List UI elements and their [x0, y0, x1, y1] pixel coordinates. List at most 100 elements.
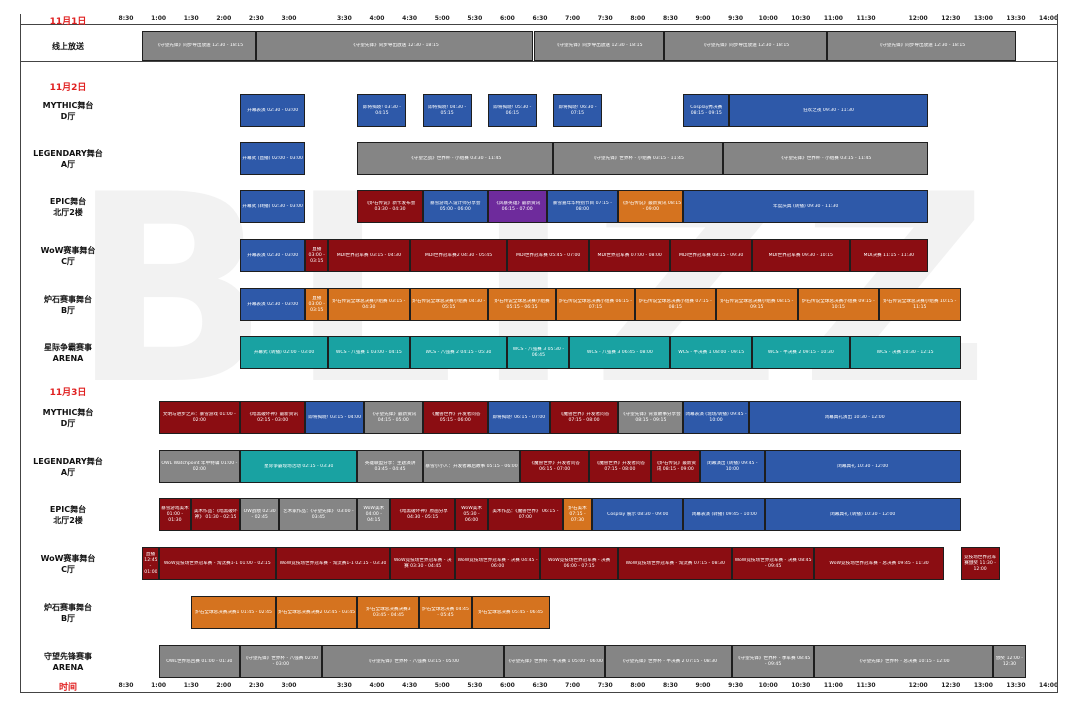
schedule-block[interactable]: 即将揭晓! 03:30 - 04:15 — [357, 94, 407, 127]
schedule-block[interactable]: 《暗黑破坏神》原画分享 04:30 - 05:15 — [390, 498, 456, 531]
schedule-block[interactable]: 《魔兽世界》开发者问答 06:15 - 07:00 — [520, 450, 589, 483]
schedule-block[interactable]: WCS - 半决赛 2 09:15 - 10:30 — [751, 336, 850, 369]
schedule-block[interactable]: 《守望先锋》背景故事分享会 08:15 - 09:15 — [618, 401, 684, 434]
schedule-block[interactable]: 直播 03:00 - 03:15 — [305, 239, 329, 272]
schedule-block[interactable]: 即将揭晓! 03:15 - 04:00 — [305, 401, 364, 434]
schedule-block[interactable]: 颁奖 12:00 - 12:30 — [993, 645, 1026, 678]
schedule-block[interactable]: MDI世界冠军赛 03:15 - 04:30 — [328, 239, 410, 272]
schedule-block[interactable]: 竞技场世界冠军赛颁奖 11:30 - 12:00 — [960, 547, 1000, 580]
schedule-block[interactable]: 直播 12:45 - 01:00 — [142, 547, 159, 580]
schedule-block[interactable]: 炉石全球总决赛决赛2 02:45 - 03:45 — [275, 596, 358, 629]
schedule-block[interactable]: 文明与进步之声：暴雪游戏 01:00 - 02:00 — [158, 401, 241, 434]
schedule-block[interactable]: 闭幕典礼 (转播) 10:30 - 12:00 — [764, 498, 961, 531]
schedule-block[interactable]: 暴雪游戏人设计师分享会 05:00 - 06:00 — [422, 190, 488, 223]
schedule-block[interactable]: OW战绩 02:30 - 02:45 — [240, 498, 280, 531]
schedule-block[interactable]: 《守望先锋》世界杯 - 半决赛 2 07:15 - 08:30 — [605, 645, 733, 678]
schedule-block[interactable]: 《守望先锋》同步导出放送 12:30 - 18:15 — [663, 31, 827, 61]
schedule-block[interactable]: Cosplay秀决赛 08:15 - 09:15 — [683, 94, 730, 127]
schedule-block[interactable]: 开幕式 (转播) 02:00 - 03:00 — [240, 336, 329, 369]
schedule-block[interactable]: 《魔兽世界》开发者问答 07:15 - 08:00 — [549, 401, 619, 434]
schedule-block[interactable]: 《守望先锋》世界杯 - 小组赛 03:15 - 11:45 — [722, 142, 928, 175]
schedule-block[interactable]: 美术作品：《暗黑破坏神》 01:30 - 02:15 — [191, 498, 241, 531]
schedule-block[interactable]: 开幕表演 02:30 - 03:00 — [240, 239, 306, 272]
schedule-block[interactable]: WoW竞技场世界冠军赛 - 决赛 03:30 - 04:45 — [390, 547, 456, 580]
schedule-block[interactable]: WCS - 八强赛 1 03:00 - 04:15 — [328, 336, 410, 369]
schedule-block[interactable]: WoW竞技场世界冠军赛 - 淘汰赛1-1 02:15 - 03:30 — [275, 547, 391, 580]
schedule-block[interactable]: 艺术家作品：《守望先锋》 03:00 - 03:45 — [279, 498, 358, 531]
schedule-block[interactable]: 《风暴英雄》最新资讯 06:15 - 07:00 — [487, 190, 547, 223]
schedule-block[interactable]: WoW竞技场世界冠军赛 - 决赛 04:45 - 06:00 — [455, 547, 540, 580]
schedule-block[interactable]: 《守望先锋》同步导出放送 12:30 - 18:15 — [256, 31, 534, 61]
schedule-block[interactable]: 《守望先锋》世界杯 - 八强赛 03:15 - 05:00 — [321, 645, 505, 678]
schedule-block[interactable]: MDI世界冠军赛 08:15 - 09:30 — [670, 239, 752, 272]
schedule-block[interactable]: 《暗黑破坏神》最新资讯 02:15 - 03:00 — [240, 401, 306, 434]
schedule-block[interactable]: 英雄联盟分享：主题演讲 03:45 - 04:45 — [357, 450, 423, 483]
schedule-block[interactable]: 开幕表演 02:30 - 03:00 — [240, 288, 306, 321]
schedule-block[interactable]: 开幕式 (转播) 02:30 - 03:00 — [240, 190, 306, 223]
schedule-block[interactable]: 炉石传说全球总决赛小组赛 05:15 - 06:15 — [487, 288, 557, 321]
schedule-block[interactable]: 炉石传说全球总决赛小组赛 08:15 - 09:15 — [716, 288, 798, 321]
schedule-block[interactable]: WCS - 八强赛 3 06:45 - 08:00 — [569, 336, 671, 369]
schedule-block[interactable]: 即将揭晓! 05:30 - 06:15 — [487, 94, 537, 127]
schedule-block[interactable]: Cosplay 展示 08:30 - 09:00 — [592, 498, 684, 531]
schedule-block[interactable]: 《守望先锋》同步导出放送 12:30 - 18:15 — [142, 31, 257, 61]
schedule-block[interactable]: 暴雪小小人：开发者幕后故事 05:15 - 06:00 — [422, 450, 521, 483]
schedule-block[interactable]: WoW竞技场世界冠军赛 - 淘汰赛 07:15 - 08:30 — [618, 547, 733, 580]
schedule-block[interactable]: 即将揭晓! 06:15 - 07:00 — [487, 401, 550, 434]
schedule-block[interactable]: 《守望先锋》同步导出放送 12:30 - 18:15 — [533, 31, 664, 61]
schedule-block[interactable]: 暴雪嘉年华特别节目 07:15 - 08:00 — [546, 190, 619, 223]
schedule-block[interactable]: WCS - 决赛 10:30 - 12:15 — [849, 336, 961, 369]
schedule-block[interactable]: 即将揭晓! 04:30 - 05:15 — [422, 94, 472, 127]
schedule-block[interactable]: 《守望先锋》世界杯 - 季军赛 08:45 - 09:45 — [732, 645, 814, 678]
schedule-block[interactable]: WoW竞技场世界冠军赛 - 决赛 06:00 - 07:15 — [540, 547, 619, 580]
schedule-block[interactable]: 直播 03:00 - 03:15 — [305, 288, 329, 321]
schedule-block[interactable]: 闭幕典礼演出 10:30 - 12:00 — [748, 401, 961, 434]
schedule-block[interactable]: OWL Watchpoint 年中特辑 01:00 - 02:00 — [158, 450, 241, 483]
schedule-block[interactable]: MDI世界冠军赛2 04:30 - 05:45 — [409, 239, 508, 272]
schedule-block[interactable]: 闭幕演出 (转播) 09:45 - 10:00 — [699, 450, 765, 483]
schedule-block[interactable]: 炉石全球总决赛 05:45 - 06:45 — [471, 596, 550, 629]
schedule-block[interactable]: 炉石全球总决赛决赛3 03:45 - 04:45 — [357, 596, 420, 629]
schedule-block[interactable]: 星际争霸现场活动 02:15 - 03:30 — [240, 450, 358, 483]
schedule-block[interactable]: 炉石传说全球总决赛小组赛 10:15 - 11:15 — [879, 288, 961, 321]
schedule-block[interactable]: 《魔兽世界》开发者问答 05:15 - 06:00 — [422, 401, 488, 434]
schedule-block[interactable]: 开幕式 (直播) 02:00 - 03:00 — [240, 142, 306, 175]
schedule-block[interactable]: 闭幕表演 (现场/转播) 09:45 - 10:00 — [683, 401, 749, 434]
schedule-block[interactable]: MDI世界冠军赛 09:30 - 10:15 — [751, 239, 850, 272]
schedule-block[interactable]: 《守望先锋》最新资讯 04:15 - 05:00 — [363, 401, 423, 434]
schedule-block[interactable]: 《炉石传说》新卡发布会 03:30 - 04:30 — [357, 190, 423, 223]
schedule-block[interactable]: WoW竞技场世界冠军赛 - 总决赛 09:45 - 11:30 — [813, 547, 945, 580]
schedule-block[interactable]: 《守望先锋》世界杯 - 半决赛 1 05:00 - 06:00 — [504, 645, 606, 678]
schedule-block[interactable]: WCS - 半决赛 1 08:00 - 09:15 — [670, 336, 752, 369]
schedule-block[interactable]: MDI决赛 11:15 - 11:30 — [849, 239, 928, 272]
schedule-block[interactable]: 炉石传说全球总决赛小组赛 03:15 - 04:30 — [328, 288, 410, 321]
schedule-block[interactable]: WoW美术 05:30 - 06:00 — [455, 498, 488, 531]
schedule-block[interactable]: WCS - 八强赛 2 04:15 - 05:30 — [409, 336, 508, 369]
schedule-block[interactable]: 暴雪游戏美术 01:00 - 01:30 — [158, 498, 192, 531]
schedule-block[interactable]: 《炉石传说》最新资讯 08:15 - 09:00 — [650, 450, 700, 483]
schedule-block[interactable]: WCS - 八强赛 3 05:30 - 06:45 — [507, 336, 570, 369]
schedule-block[interactable]: 炉石传说全球总决赛小组赛 09:15 - 10:15 — [797, 288, 880, 321]
schedule-block[interactable]: 开幕表演 02:30 - 03:00 — [240, 94, 306, 127]
schedule-block[interactable]: 炉石传说全球总决赛小组赛 07:15 - 08:15 — [634, 288, 717, 321]
schedule-block[interactable]: MDI世界冠军赛 07:00 - 08:00 — [588, 239, 671, 272]
schedule-block[interactable]: 即将揭晓! 06:30 - 07:15 — [553, 94, 602, 127]
schedule-block[interactable]: 炉石全球总决赛决赛1 01:45 - 02:45 — [191, 596, 276, 629]
schedule-block[interactable]: 《守望先锋》世界杯 - 小组赛 03:15 - 11:45 — [553, 142, 723, 175]
schedule-block[interactable]: OWL世界巡回赛 01:00 - 01:30 — [158, 645, 241, 678]
schedule-block[interactable]: 《守望先锋》世界杯 - 总决赛 10:15 - 12:00 — [813, 645, 994, 678]
schedule-block[interactable]: MDI世界冠军赛 05:45 - 07:00 — [507, 239, 589, 272]
schedule-block[interactable]: 年度庆典 (转播) 09:30 - 11:30 — [683, 190, 928, 223]
schedule-block[interactable]: 狂欢之夜 09:30 - 11:30 — [729, 94, 928, 127]
schedule-block[interactable]: 《魔兽世界》开发者问答 07:15 - 08:00 — [588, 450, 651, 483]
schedule-block[interactable]: 炉石美术 07:15 - 07:30 — [562, 498, 593, 531]
schedule-block[interactable]: WoW竞技场世界冠军赛 - 决赛 08:45 - 09:45 — [732, 547, 814, 580]
schedule-block[interactable]: WoW美术 04:00 - 04:15 — [357, 498, 391, 531]
schedule-block[interactable]: 闭幕典礼 10:30 - 12:00 — [764, 450, 961, 483]
schedule-block[interactable]: 炉石传说全球总决赛小组赛 04:30 - 05:15 — [409, 288, 488, 321]
schedule-block[interactable]: 闭幕表演 (转播) 09:45 - 10:00 — [683, 498, 765, 531]
schedule-block[interactable]: WoW竞技场世界冠军赛 - 淘汰赛1-1 01:00 - 02:15 — [158, 547, 276, 580]
schedule-block[interactable]: 《守望先锋》世界杯 - 八强赛 02:00 - 03:00 — [240, 645, 322, 678]
schedule-block[interactable]: 《炉石传说》最新资讯 08:15 - 09:00 — [618, 190, 684, 223]
schedule-block[interactable]: 《守望先锋》同步导出放送 12:30 - 18:15 — [826, 31, 1016, 61]
